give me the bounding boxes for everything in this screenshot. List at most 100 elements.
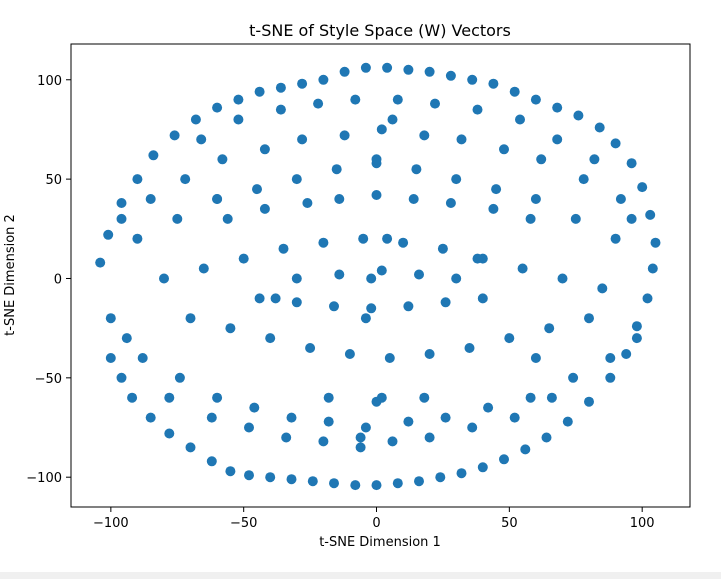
scatter-point [233, 114, 244, 125]
points-layer [95, 62, 661, 491]
scatter-point [302, 198, 313, 208]
scatter-point [509, 412, 520, 423]
scatter-point [297, 78, 308, 89]
scatter-point [164, 392, 175, 403]
scatter-point [334, 194, 345, 204]
scatter-point [456, 134, 467, 145]
scatter-point [456, 468, 467, 479]
scatter-point [323, 392, 334, 403]
scatter-point [371, 154, 382, 165]
scatter-point [355, 442, 366, 453]
scatter-point [376, 392, 387, 403]
scatter-point [286, 474, 297, 485]
scatter-point [297, 134, 308, 145]
scatter-point [520, 444, 531, 455]
scatter-point [105, 353, 116, 363]
scatter-point [344, 349, 355, 359]
scatter-point [252, 184, 262, 195]
scatter-point [382, 62, 393, 73]
scatter-point [584, 313, 594, 324]
x-axis: −100 −50 0 50 100 [93, 507, 655, 531]
scatter-point [275, 82, 286, 93]
scatter-point [116, 372, 127, 383]
scatter-point [318, 237, 329, 248]
scatter-point [557, 273, 568, 284]
scatter-point [477, 462, 488, 473]
scatter-point [499, 144, 509, 155]
scatter-point [419, 392, 430, 403]
scatter-point [121, 333, 132, 344]
scatter-point [384, 353, 395, 363]
y-axis: −100 −50 0 50 100 [26, 74, 71, 486]
scatter-point [366, 273, 377, 284]
scatter-point [589, 154, 600, 165]
scatter-point [544, 323, 555, 334]
scatter-point [212, 102, 223, 113]
y-tick-label: 0 [54, 272, 62, 287]
scatter-point [244, 422, 254, 433]
scatter-point [387, 436, 398, 447]
scatter-point [116, 198, 127, 208]
scatter-point [637, 182, 648, 193]
scatter-point [286, 412, 297, 423]
scatter-point [145, 412, 156, 423]
scatter-point [350, 94, 361, 105]
scatter-point [331, 164, 342, 175]
scatter-point [371, 190, 382, 200]
scatter-point [451, 273, 462, 284]
scatter-point [164, 428, 175, 439]
x-tick-label: 0 [372, 516, 380, 531]
scatter-point [281, 432, 292, 443]
scatter-point [615, 194, 626, 204]
scatter-point [408, 194, 419, 204]
scatter-point [222, 213, 233, 224]
scatter-point [360, 422, 371, 433]
scatter-point [307, 476, 318, 487]
scatter-point [472, 253, 483, 264]
scatter-point [419, 130, 430, 141]
scatter-point [464, 343, 475, 353]
scatter-point [105, 313, 116, 324]
y-tick-label: −50 [35, 372, 62, 387]
scatter-point [445, 198, 456, 208]
scatter-point [334, 269, 345, 280]
scatter-point [570, 213, 581, 224]
scatter-point [491, 184, 502, 195]
scatter-point [451, 174, 462, 185]
scatter-point [440, 412, 451, 423]
scatter-point [339, 66, 350, 77]
scatter-point [212, 392, 223, 403]
scatter-point [291, 174, 302, 185]
scatter-point [291, 273, 302, 284]
scatter-point [411, 164, 422, 175]
scatter-point [536, 154, 547, 165]
scatter-point [95, 257, 106, 268]
scatter-point [145, 194, 156, 204]
scatter-point [238, 253, 249, 264]
scatter-point [212, 194, 223, 204]
scatter-point [360, 62, 371, 73]
scatter-point [437, 243, 448, 254]
x-tick-label: −100 [93, 516, 129, 531]
scatter-point [360, 313, 371, 324]
y-tick-label: −100 [26, 471, 62, 486]
scatter-point [631, 321, 642, 332]
scatter-point [254, 293, 265, 304]
scatter-point [647, 263, 658, 274]
plot-frame [70, 43, 691, 508]
scatter-point [597, 283, 608, 294]
scatter-point [169, 130, 180, 141]
scatter-point [376, 124, 387, 135]
scatter-point [631, 333, 642, 344]
scatter-point [594, 122, 605, 133]
scatter-point [546, 392, 557, 403]
scatter-point [206, 456, 217, 467]
scatter-point [472, 104, 483, 115]
y-axis-label: t-SNE Dimension 2 [3, 214, 18, 336]
scatter-point [488, 203, 499, 214]
scatter-point [515, 114, 525, 125]
scatter-point [313, 98, 324, 109]
scatter-point [610, 233, 621, 244]
